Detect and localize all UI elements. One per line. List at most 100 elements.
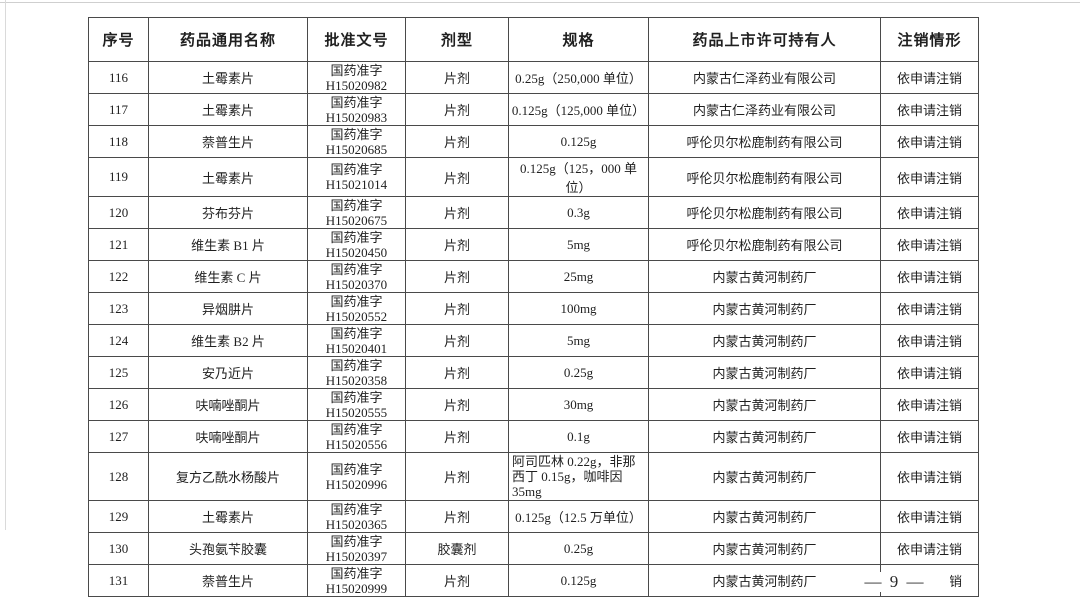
cell-cancellation-status: 依申请注销 (880, 196, 979, 229)
approval-number-prefix: 国药准字 (330, 293, 383, 309)
cell-specification: 0.125g (508, 564, 649, 597)
cell-license-holder: 内蒙古黄河制药厂 (648, 532, 881, 565)
approval-number-prefix: 国药准字 (330, 197, 383, 213)
column-header: 药品上市许可持有人 (648, 17, 881, 62)
cell-approval-number: 国药准字 H15020996 (307, 452, 406, 501)
approval-number-code: H15020996 (325, 476, 388, 492)
table-row: 122 维生素 C 片国药准字 H15020370 片剂 25mg 内蒙古黄河制药厂 依申请… (88, 260, 979, 293)
cell-drug-name: 复方乙酰水杨酸片 (148, 452, 308, 501)
approval-number-prefix: 国药准字 (330, 229, 383, 245)
cell-approval-number: 国药准字 H15020450 (307, 228, 406, 261)
drug-cancellation-table: 序号 药品通用名称 批准文号 剂型 规格 药品上市许可持有人 注销情形 116 土霉素片 国药准… (88, 17, 979, 597)
cell-drug-name: 萘普生片 (148, 564, 308, 597)
cell-dosage-form: 片剂 (405, 564, 509, 597)
table-row: 116 土霉素片 国药准字 H15020982 片剂 0.25g（250,000 单位）内… (88, 61, 979, 94)
page-number: — 9 — (840, 572, 950, 592)
column-header: 剂型 (405, 17, 509, 62)
approval-number-prefix: 国药准字 (330, 162, 383, 177)
cell-approval-number: 国药准字 H15020685 (307, 125, 406, 158)
cell-cancellation-status: 依申请注销 (880, 292, 979, 325)
scan-artifact-top-line (0, 2, 1080, 3)
cell-specification: 30mg (508, 388, 649, 421)
cell-drug-name: 土霉素片 (148, 93, 308, 126)
approval-number-prefix: 国药准字 (330, 94, 383, 110)
approval-number-code: H15020983 (325, 109, 388, 125)
cell-serial-number: 121 (88, 228, 149, 261)
approval-number-code: H15020552 (325, 308, 388, 324)
cell-dosage-form: 片剂 (405, 500, 509, 533)
approval-number-prefix: 国药准字 (330, 565, 383, 581)
cell-serial-number: 126 (88, 388, 149, 421)
cell-specification: 5mg (508, 324, 649, 357)
approval-number-code: H15020450 (325, 244, 388, 260)
cell-license-holder: 内蒙古仁泽药业有限公司 (648, 93, 881, 126)
cell-cancellation-status: 依申请注销 (880, 125, 979, 158)
cell-license-holder: 内蒙古黄河制药厂 (648, 260, 881, 293)
approval-number-code: H15020982 (325, 77, 388, 93)
table-header-row: 序号 药品通用名称 批准文号 剂型 规格 药品上市许可持有人 注销情形 (88, 17, 979, 62)
approval-number-code: H15020358 (325, 372, 388, 388)
cell-specification: 5mg (508, 228, 649, 261)
cell-dosage-form: 片剂 (405, 61, 509, 94)
cell-serial-number: 119 (88, 157, 149, 197)
approval-number-code: H15020999 (325, 580, 388, 596)
table-row: 125 安乃近片 国药准字 H15020358 片剂 0.25g 内蒙古黄河制药厂 依申请注销 (88, 356, 979, 389)
cell-license-holder: 呼伦贝尔松鹿制药有限公司 (648, 125, 881, 158)
cell-drug-name: 安乃近片 (148, 356, 308, 389)
cell-license-holder: 呼伦贝尔松鹿制药有限公司 (648, 196, 881, 229)
cell-cancellation-status: 依申请注销 (880, 532, 979, 565)
cell-cancellation-status: 依申请注销 (880, 157, 979, 197)
cell-license-holder: 呼伦贝尔松鹿制药有限公司 (648, 157, 881, 197)
cell-approval-number: 国药准字 H15020401 (307, 324, 406, 357)
cell-license-holder: 内蒙古黄河制药厂 (648, 500, 881, 533)
approval-number-code: H15020397 (325, 548, 388, 564)
cell-specification: 25mg (508, 260, 649, 293)
cell-drug-name: 萘普生片 (148, 125, 308, 158)
cell-dosage-form: 片剂 (405, 93, 509, 126)
cell-drug-name: 呋喃唑酮片 (148, 420, 308, 453)
cell-dosage-form: 胶囊剂 (405, 532, 509, 565)
cell-specification: 0.25g (508, 532, 649, 565)
cell-dosage-form: 片剂 (405, 196, 509, 229)
cell-serial-number: 122 (88, 260, 149, 293)
cell-approval-number: 国药准字 H15020999 (307, 564, 406, 597)
cell-cancellation-status: 依申请注销 (880, 93, 979, 126)
approval-number-code: H15020555 (325, 404, 388, 420)
approval-number-code: H15020685 (325, 141, 388, 157)
approval-number-code: H15020556 (325, 436, 388, 452)
approval-number-prefix: 国药准字 (330, 421, 383, 437)
cell-drug-name: 土霉素片 (148, 157, 308, 197)
table-row: 120 芬布芬片 国药准字 H15020675 片剂 0.3g 呼伦贝尔松鹿制药有限公司 依申… (88, 196, 979, 229)
cell-license-holder: 内蒙古黄河制药厂 (648, 324, 881, 357)
cell-approval-number: 国药准字 H15021014 (307, 157, 406, 197)
cell-approval-number: 国药准字 H15020358 (307, 356, 406, 389)
cell-approval-number: 国药准字 H15020365 (307, 500, 406, 533)
cell-approval-number: 国药准字 H15020552 (307, 292, 406, 325)
cell-approval-number: 国药准字 H15020675 (307, 196, 406, 229)
cell-cancellation-status: 依申请注销 (880, 452, 979, 501)
cell-specification: 0.125g（12.5 万单位） (508, 500, 649, 533)
column-header: 序号 (88, 17, 149, 62)
cell-dosage-form: 片剂 (405, 292, 509, 325)
cell-dosage-form: 片剂 (405, 356, 509, 389)
cell-license-holder: 内蒙古黄河制药厂 (648, 420, 881, 453)
cell-license-holder: 内蒙古黄河制药厂 (648, 388, 881, 421)
cell-dosage-form: 片剂 (405, 260, 509, 293)
cell-specification: 阿司匹林 0.22g，非那西丁 0.15g，咖啡因 35mg (508, 452, 649, 501)
approval-number-code: H15020365 (325, 516, 388, 532)
table-row: 118 萘普生片 国药准字 H15020685 片剂 0.125g 呼伦贝尔松鹿制药有限公司… (88, 125, 979, 158)
cell-drug-name: 土霉素片 (148, 500, 308, 533)
approval-number-code: H15020401 (325, 340, 388, 356)
table-row: 129 土霉素片 国药准字 H15020365 片剂 0.125g（12.5 万单位） 内蒙… (88, 500, 979, 533)
column-header: 药品通用名称 (148, 17, 308, 62)
approval-number-prefix: 国药准字 (330, 126, 383, 142)
cell-serial-number: 123 (88, 292, 149, 325)
column-header: 批准文号 (307, 17, 406, 62)
approval-number-prefix: 国药准字 (330, 389, 383, 405)
cell-specification: 0.25g (508, 356, 649, 389)
cell-specification: 0.125g（125，000 单位） (508, 157, 649, 197)
cell-serial-number: 129 (88, 500, 149, 533)
approval-number-code: H15020370 (325, 276, 388, 292)
table-row: 123 异烟肼片 国药准字 H15020552 片剂 100mg 内蒙古黄河制药厂 依申请注销 (88, 292, 979, 325)
cell-serial-number: 125 (88, 356, 149, 389)
